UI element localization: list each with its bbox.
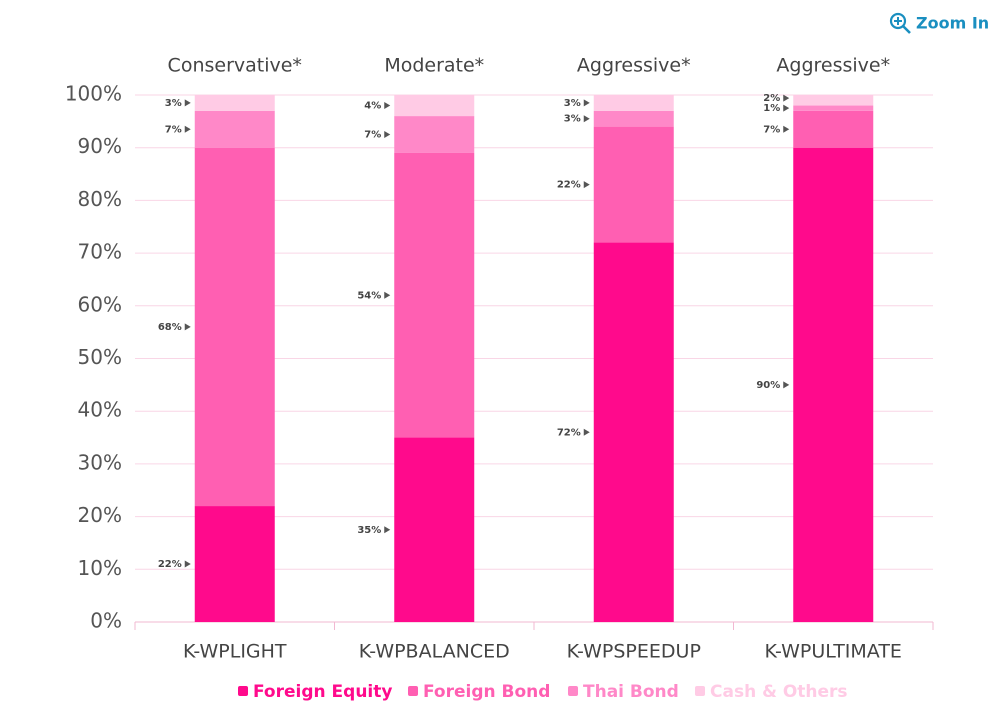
x-tick-label: K-WPLIGHT	[183, 641, 287, 663]
value-label: 3%	[564, 98, 581, 109]
legend-label: Thai Bond	[583, 682, 679, 702]
value-label: 1%	[763, 103, 780, 114]
label-arrow	[783, 125, 790, 133]
label-arrow	[384, 526, 391, 534]
bar-segment	[793, 95, 874, 106]
label-arrow	[184, 323, 191, 331]
legend-swatch	[568, 686, 578, 696]
label-arrow	[783, 381, 790, 389]
y-tick-label: 100%	[65, 82, 122, 106]
label-arrow	[583, 428, 590, 436]
label-arrow	[184, 125, 191, 133]
label-arrow	[384, 102, 391, 110]
zoom-icon	[889, 12, 907, 30]
zoom-icon	[902, 25, 911, 34]
value-label: 22%	[557, 180, 581, 191]
value-label: 68%	[158, 322, 182, 333]
value-label: 72%	[557, 427, 581, 438]
value-label: 22%	[158, 559, 182, 570]
x-tick-label: K-WPULTIMATE	[765, 641, 902, 663]
y-tick-label: 80%	[78, 187, 122, 211]
label-arrow	[783, 104, 790, 112]
value-label: 4%	[364, 101, 381, 112]
label-arrow	[384, 291, 391, 299]
bar-segment	[593, 110, 674, 127]
y-tick-label: 20%	[78, 503, 122, 527]
group-label: Moderate*	[384, 55, 484, 77]
label-arrow	[184, 99, 191, 107]
bar-segment	[793, 110, 874, 148]
value-label: 35%	[357, 525, 381, 536]
y-tick-label: 30%	[78, 450, 122, 474]
legend-swatch	[238, 686, 248, 696]
bar-segment	[593, 126, 674, 243]
bar-segment	[394, 116, 475, 153]
legend-label: Foreign Bond	[423, 682, 550, 702]
label-arrow	[583, 181, 590, 189]
bar-segment	[593, 95, 674, 111]
group-label: Aggressive*	[776, 55, 890, 77]
bar-segment	[194, 506, 275, 622]
value-label: 90%	[756, 380, 780, 391]
y-tick-label: 10%	[78, 556, 122, 580]
legend-swatch	[408, 686, 418, 696]
zoom-label[interactable]: Zoom In	[916, 14, 989, 33]
value-label: 3%	[165, 98, 182, 109]
bar-segment	[394, 437, 475, 622]
y-tick-label: 70%	[78, 240, 122, 264]
bar-segment	[593, 242, 674, 622]
value-label: 3%	[564, 114, 581, 125]
legend-swatch	[695, 686, 705, 696]
value-label: 7%	[364, 130, 381, 141]
value-label: 7%	[165, 124, 182, 135]
bar-segment	[793, 105, 874, 111]
label-arrow	[583, 115, 590, 123]
y-tick-label: 90%	[78, 134, 122, 158]
legend-label: Cash & Others	[710, 682, 848, 702]
label-arrow	[184, 560, 191, 568]
y-tick-label: 60%	[78, 292, 122, 316]
bar-segment	[194, 147, 275, 507]
y-tick-label: 0%	[90, 609, 122, 633]
bar-segment	[793, 147, 874, 622]
group-label: Aggressive*	[577, 55, 691, 77]
y-tick-label: 40%	[78, 398, 122, 422]
zoom-button[interactable]: Zoom In	[889, 12, 989, 34]
bar-segment	[394, 95, 475, 117]
label-arrow	[783, 94, 790, 102]
value-label: 7%	[763, 124, 780, 135]
y-tick-label: 50%	[78, 345, 122, 369]
label-arrow	[384, 131, 391, 139]
value-label: 54%	[357, 290, 381, 301]
x-tick-label: K-WPSPEEDUP	[567, 641, 701, 663]
bar-segment	[194, 95, 275, 111]
bar-segment	[394, 152, 475, 438]
x-tick-label: K-WPBALANCED	[359, 641, 510, 663]
legend-label: Foreign Equity	[253, 682, 392, 702]
group-label: Conservative*	[168, 55, 302, 77]
value-label: 2%	[763, 93, 780, 104]
bar-segment	[194, 110, 275, 148]
label-arrow	[583, 99, 590, 107]
